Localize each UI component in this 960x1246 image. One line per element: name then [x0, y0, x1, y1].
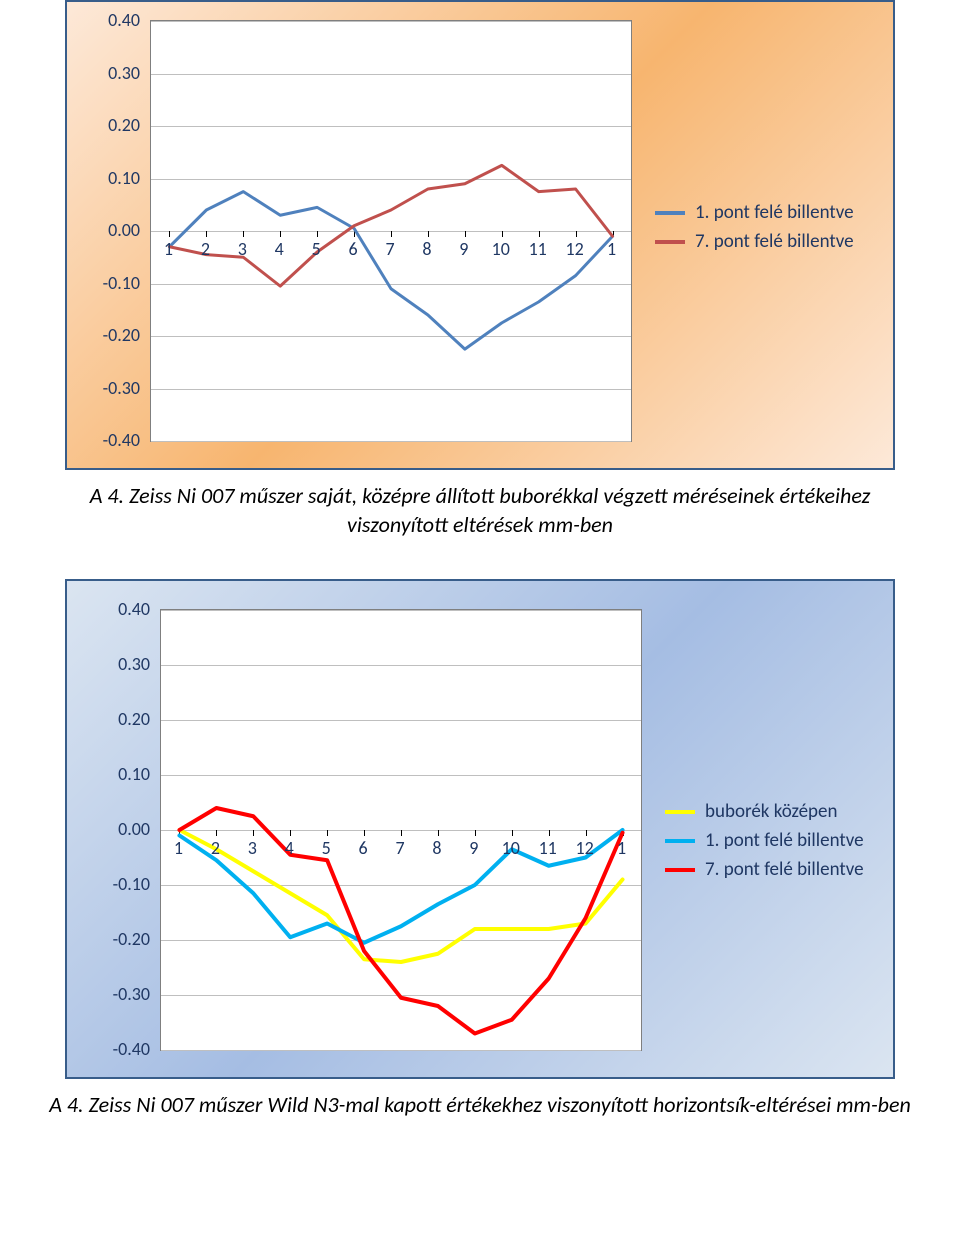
chart-1-plot-area	[150, 20, 632, 442]
x-axis-label: 1	[617, 837, 626, 859]
legend-item: 1. pont felé billentve	[665, 829, 864, 852]
chart-2-plot-area	[160, 609, 642, 1051]
x-axis-label: 12	[575, 837, 593, 859]
legend-item: 7. pont felé billentve	[665, 858, 864, 881]
y-axis-label: 0.30	[100, 653, 150, 675]
chart-2-legend: buborék középen 1. pont felé billentve 7. …	[665, 794, 864, 887]
y-axis-label: 0.00	[100, 818, 150, 840]
x-axis-label: 7	[395, 837, 404, 859]
y-axis-label: -0.10	[90, 272, 140, 294]
y-axis-label: 0.20	[90, 114, 140, 136]
x-axis-label: 10	[502, 837, 520, 859]
chart-1-caption: A 4. Zeiss Ni 007 műszer saját, középre …	[40, 482, 920, 539]
y-axis-label: 0.40	[90, 9, 140, 31]
x-axis-label: 3	[238, 238, 247, 260]
y-axis-label: 0.10	[100, 763, 150, 785]
line-series-series-7	[169, 165, 612, 286]
legend-label: 7. pont felé billentve	[705, 858, 864, 881]
x-axis-label: 2	[201, 238, 210, 260]
x-axis-label: 5	[312, 238, 321, 260]
x-axis-label: 12	[565, 238, 583, 260]
x-axis-label: 6	[349, 238, 358, 260]
legend-label: buborék középen	[705, 800, 837, 823]
y-axis-label: -0.30	[90, 377, 140, 399]
x-axis-label: 1	[164, 238, 173, 260]
y-axis-label: -0.40	[90, 429, 140, 451]
chart-2-caption: A 4. Zeiss Ni 007 műszer Wild N3-mal kap…	[40, 1091, 920, 1120]
y-axis-label: 0.10	[90, 167, 140, 189]
y-axis-label: -0.20	[100, 928, 150, 950]
gridline	[151, 441, 631, 442]
x-axis-label: 9	[469, 837, 478, 859]
legend-swatch	[655, 240, 685, 244]
chart-1-legend: 1. pont felé billentve 7. pont felé bille…	[655, 195, 854, 259]
legend-swatch	[665, 839, 695, 843]
line-series-series-1	[169, 192, 612, 350]
y-axis-label: 0.40	[100, 598, 150, 620]
legend-swatch	[655, 211, 685, 215]
x-axis-label: 11	[539, 837, 557, 859]
x-axis-label: 6	[359, 837, 368, 859]
x-axis-label: 1	[174, 837, 183, 859]
x-axis-label: 2	[211, 837, 220, 859]
legend-swatch	[665, 868, 695, 872]
legend-swatch	[665, 810, 695, 814]
x-axis-label: 11	[529, 238, 547, 260]
legend-item: 7. pont felé billentve	[655, 230, 854, 253]
y-axis-label: -0.20	[90, 324, 140, 346]
y-axis-label: 0.20	[100, 708, 150, 730]
legend-label: 1. pont felé billentve	[705, 829, 864, 852]
x-axis-label: 9	[459, 238, 468, 260]
legend-label: 7. pont felé billentve	[695, 230, 854, 253]
chart-2: buborék középen 1. pont felé billentve 7. …	[65, 579, 895, 1079]
legend-label: 1. pont felé billentve	[695, 201, 854, 224]
x-axis-label: 10	[492, 238, 510, 260]
x-axis-label: 8	[432, 837, 441, 859]
legend-item: 1. pont felé billentve	[655, 201, 854, 224]
x-axis-label: 5	[322, 837, 331, 859]
chart-1: 1. pont felé billentve 7. pont felé bille…	[65, 0, 895, 470]
x-axis-label: 4	[275, 238, 284, 260]
x-axis-label: 4	[285, 837, 294, 859]
y-axis-label: -0.30	[100, 983, 150, 1005]
legend-item: buborék középen	[665, 800, 864, 823]
x-axis-label: 1	[607, 238, 616, 260]
y-axis-label: 0.30	[90, 62, 140, 84]
y-axis-label: -0.10	[100, 873, 150, 895]
gridline	[161, 1050, 641, 1051]
y-axis-label: -0.40	[100, 1038, 150, 1060]
y-axis-label: 0.00	[90, 219, 140, 241]
x-axis-label: 3	[248, 837, 257, 859]
x-axis-label: 8	[422, 238, 431, 260]
x-axis-label: 7	[385, 238, 394, 260]
